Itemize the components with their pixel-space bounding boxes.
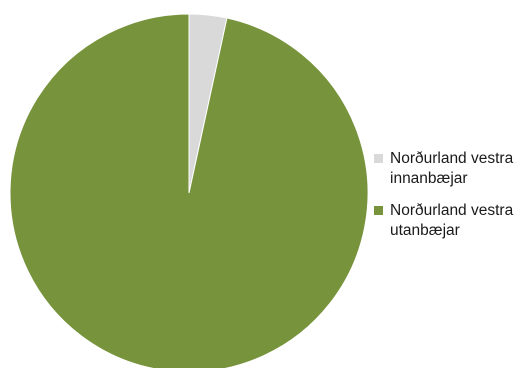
legend-label-innanbaejar-line2: innanbæjar [390,170,468,187]
legend-item-innanbaejar: Norðurland vestra innanbæjar [374,149,522,189]
legend-swatch-innanbaejar [374,154,383,163]
legend-label-innanbaejar-line1: Norðurland vestra [390,150,514,167]
legend-label-utanbaejar-line2: utanbæjar [390,222,460,239]
legend-item-utanbaejar: Norðurland vestra utanbæjar [374,201,522,241]
pie-slice-utanbaejar [9,13,369,368]
legend: Norðurland vestra innanbæjar Norðurland … [374,149,522,253]
pie-slices [9,13,369,368]
legend-label-utanbaejar-line1: Norðurland vestra [390,202,514,219]
legend-swatch-utanbaejar [374,206,383,215]
